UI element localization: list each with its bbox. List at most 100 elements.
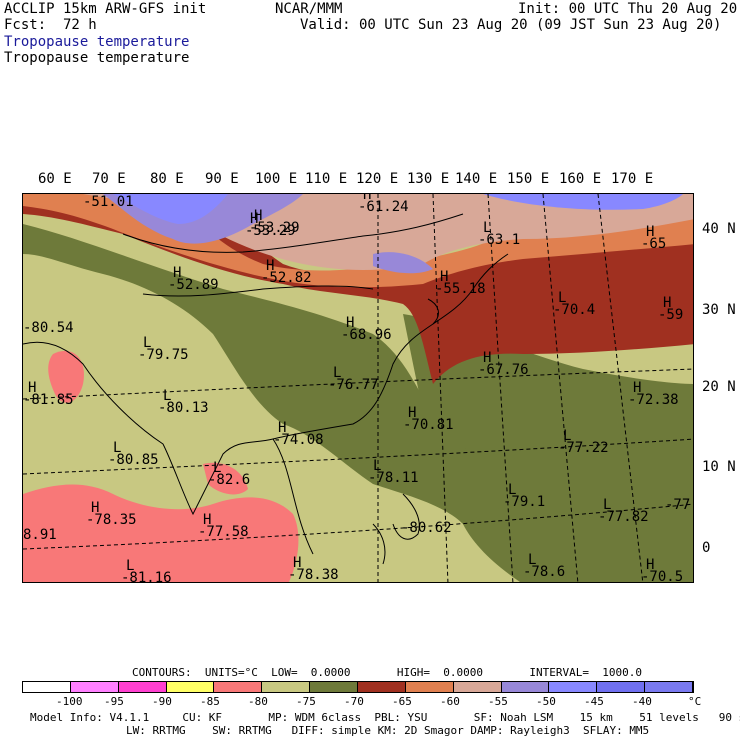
high-marker: H	[646, 557, 654, 573]
high-marker: H	[483, 350, 491, 366]
legend-tick-label: -60	[440, 695, 460, 708]
latitude-label: 20 N	[702, 379, 736, 395]
extremum-value: -77.	[665, 497, 694, 513]
model-info-line1: Model Info: V4.1.1 CU: KF MP: WDM 6class…	[30, 711, 740, 724]
high-marker: H	[254, 208, 262, 224]
fcst-value: 72 h	[63, 17, 97, 33]
tropopause-temperature-map: H-51.01H-53.29H-61.24H-53.29L-63.1H-65H-…	[23, 194, 694, 583]
band-m50-m45-nw	[113, 194, 228, 224]
extremum-value: -80.62	[401, 520, 452, 536]
longitude-label: 90 E	[205, 171, 239, 187]
low-marker: L	[483, 220, 491, 236]
low-marker: L	[508, 482, 516, 498]
latitude-label: 10 N	[702, 459, 736, 475]
legend-tick-label: -85	[200, 695, 220, 708]
longitude-label: 140 E	[455, 171, 498, 187]
high-marker: H	[173, 265, 181, 281]
low-marker: L	[373, 458, 381, 474]
legend-tick-label: -80	[248, 695, 268, 708]
longitude-label: 60 E	[38, 171, 72, 187]
high-marker: H	[203, 512, 211, 528]
center-label: NCAR/MMM	[275, 1, 343, 17]
legend-tick-label: -40	[632, 695, 652, 708]
latitude-label: 30 N	[702, 302, 736, 318]
extremum-value: -77.58	[198, 524, 249, 540]
extremum-value: -78.6	[523, 564, 565, 580]
extremum-value: -70.4	[553, 302, 595, 318]
legend-swatch	[453, 682, 502, 692]
legend-swatch	[214, 682, 263, 692]
extremum-value: -52.89	[168, 277, 219, 293]
extrema-labels: H-51.01H-53.29H-61.24H-53.29L-63.1H-65H-…	[23, 194, 694, 583]
extremum-value: -81.16	[121, 570, 172, 583]
extremum-value: -68.96	[341, 327, 392, 343]
high-marker: H	[440, 269, 448, 285]
extremum-value: -61.24	[358, 199, 409, 215]
extremum-value: -78.35	[86, 512, 137, 528]
high-marker: H	[663, 295, 671, 311]
band-m55-m50-mid	[373, 252, 433, 274]
low-marker: L	[163, 388, 171, 404]
extremum-value: -78.11	[368, 470, 419, 486]
extremum-value: -55.18	[435, 281, 486, 297]
coastlines	[23, 213, 509, 565]
high-marker: H	[266, 258, 274, 274]
legend-swatch	[262, 682, 311, 692]
legend-swatch	[23, 682, 71, 692]
extremum-value: -72.38	[628, 392, 679, 408]
model-title: ACCLIP 15km ARW-GFS init	[4, 1, 207, 17]
extremum-value: -77.22	[558, 440, 609, 456]
extremum-value: -59	[658, 307, 683, 323]
low-marker: L	[143, 335, 151, 351]
high-marker: H	[278, 420, 286, 436]
legend-swatch	[310, 682, 359, 692]
longitude-label: 160 E	[559, 171, 602, 187]
low-marker: L	[113, 440, 121, 456]
longitude-label: 70 E	[92, 171, 126, 187]
extremum-value: -79.75	[138, 347, 189, 363]
high-marker: H	[28, 380, 36, 396]
legend-tick-label: -90	[152, 695, 172, 708]
longitude-label: 80 E	[150, 171, 184, 187]
extremum-value: -82.6	[208, 472, 250, 488]
band-m75-m70-south	[463, 490, 693, 582]
latitude-label: 40 N	[702, 221, 736, 237]
low-marker: L	[558, 290, 566, 306]
high-marker: H	[91, 500, 99, 516]
band-m50-m45-ne	[483, 194, 683, 210]
extremum-value: -63.1	[478, 232, 520, 248]
high-marker: H	[408, 405, 416, 421]
extremum-value: -53.29	[249, 220, 300, 236]
legend-tick-label: -75	[296, 695, 316, 708]
map-panel: H-51.01H-53.29H-61.24H-53.29L-63.1H-65H-…	[22, 193, 694, 583]
init-time: Init: 00 UTC Thu 20 Aug 20	[518, 1, 738, 17]
longitude-label: 100 E	[255, 171, 298, 187]
high-marker: H	[346, 315, 354, 331]
band-m75-m70	[23, 224, 693, 582]
band-m85-m80-sw	[23, 484, 299, 582]
legend-unit: °C	[688, 695, 702, 708]
extremum-value: -53.29	[245, 223, 296, 239]
legend-tick-label: -70	[344, 695, 364, 708]
extremum-value: -67.76	[478, 362, 529, 378]
extremum-value: -76.77	[328, 377, 379, 393]
graticule	[23, 194, 693, 582]
legend-tick-label: -100	[56, 695, 83, 708]
legend-swatch	[597, 682, 646, 692]
legend-tick-label: -50	[536, 695, 556, 708]
longitude-label: 130 E	[407, 171, 450, 187]
low-marker: L	[603, 497, 611, 513]
field-title-secondary: Tropopause temperature	[4, 50, 190, 66]
high-marker: H	[363, 194, 371, 203]
band-m85-m80-india	[48, 350, 84, 403]
color-legend	[22, 681, 694, 693]
legend-swatch	[501, 682, 550, 692]
valid-time: Valid: 00 UTC Sun 23 Aug 20 (09 JST Sun …	[300, 17, 722, 33]
legend-swatch	[118, 682, 167, 692]
extremum-value: -51.01	[83, 194, 134, 210]
high-marker: H	[88, 194, 96, 198]
extremum-value: -81.85	[23, 392, 74, 408]
legend-swatch	[358, 682, 406, 692]
high-marker: H	[293, 555, 301, 571]
longitude-label: 150 E	[507, 171, 550, 187]
